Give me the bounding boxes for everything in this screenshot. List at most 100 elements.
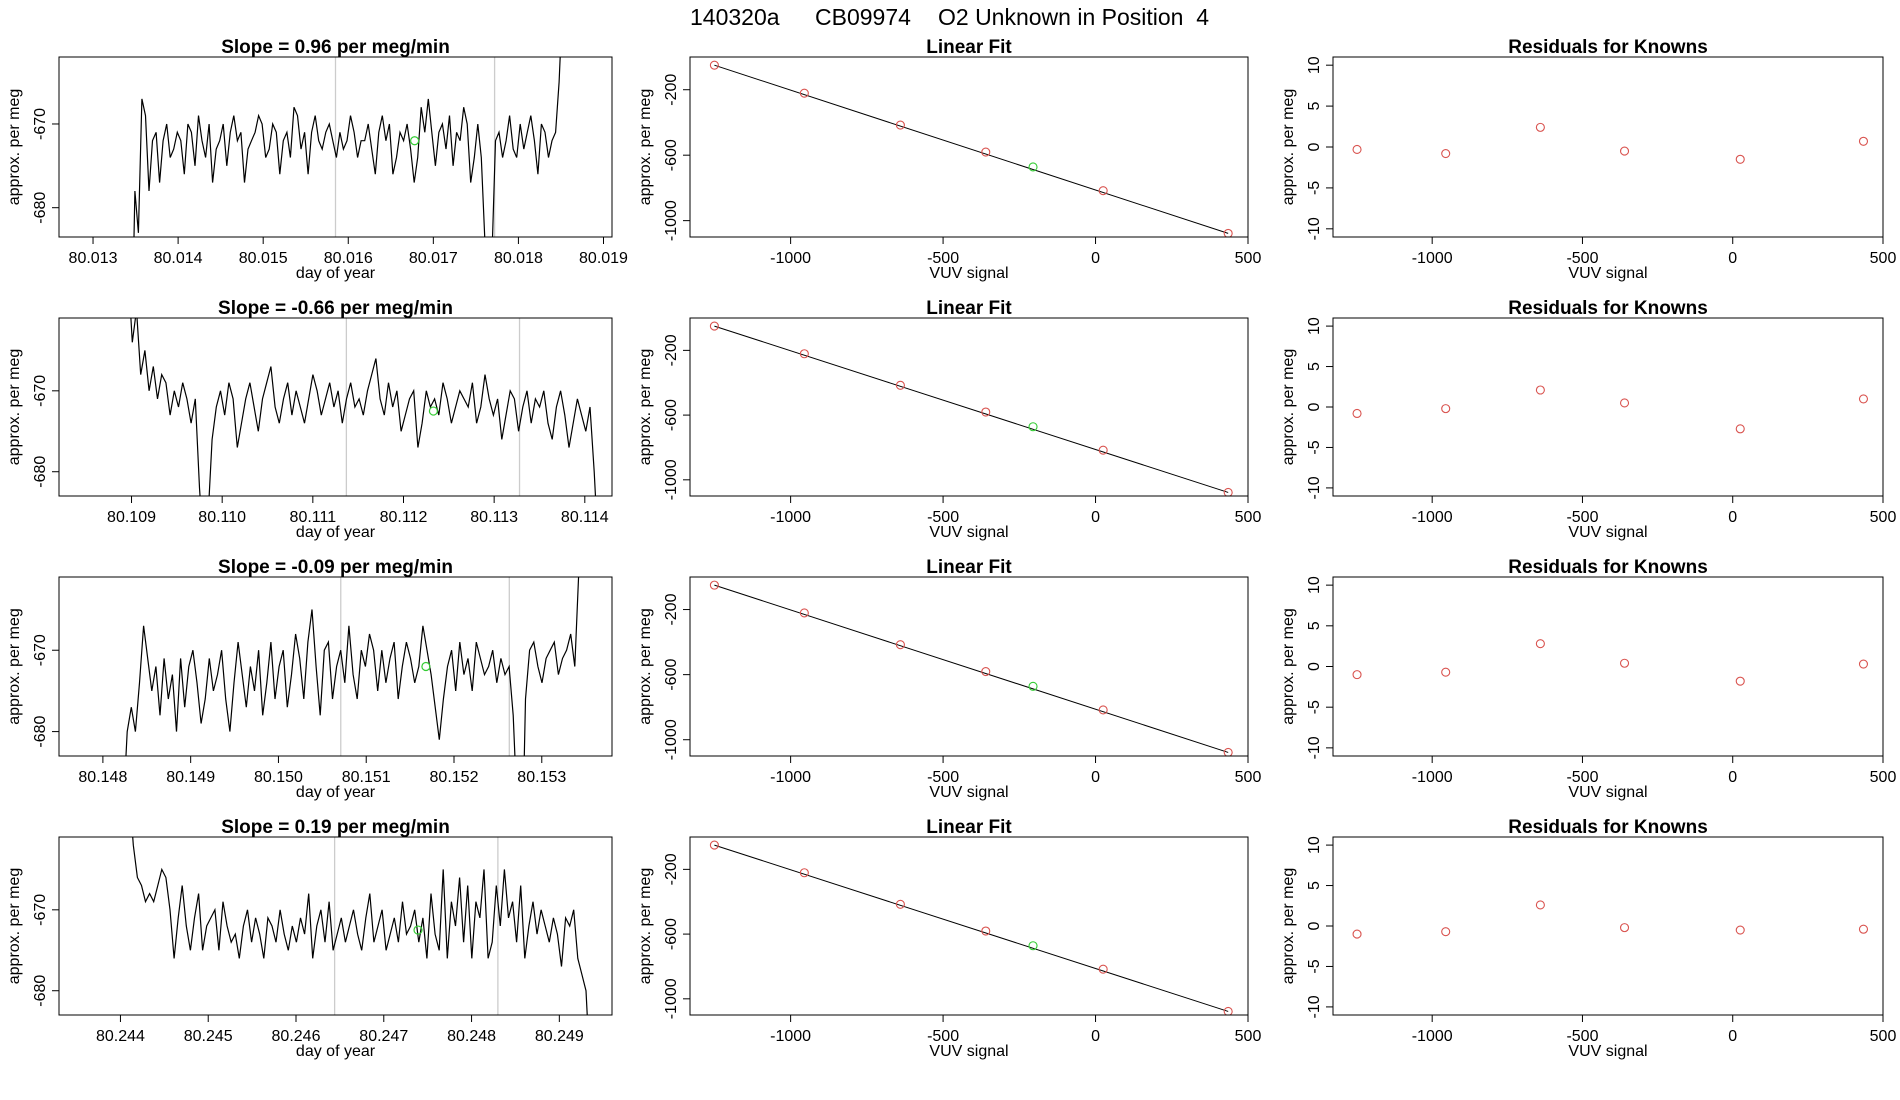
chart-title: Residuals for Knowns [1508, 557, 1708, 578]
plot-area [709, 840, 1233, 1015]
x-tick-label: 80.148 [78, 769, 127, 786]
known-point [1223, 1006, 1233, 1015]
plot-area [125, 577, 580, 756]
x-tick-label: -500 [1566, 769, 1598, 786]
known-point [1441, 927, 1451, 937]
unknown-point [1028, 681, 1038, 691]
known-point [1535, 900, 1545, 910]
plot-frame [689, 576, 1249, 757]
x-tick-label: 80.152 [430, 769, 479, 786]
title-label: O2 Unknown in Position 4 [938, 4, 1209, 30]
series-line-trace [125, 577, 580, 756]
x-tick-label: 500 [1235, 509, 1262, 526]
y-tick-label: -600 [663, 139, 680, 171]
known-point [1352, 144, 1362, 155]
plot-frame [1332, 576, 1884, 757]
plot-area [709, 321, 1233, 496]
y-tick-label: -600 [663, 918, 680, 950]
plot-area [709, 580, 1233, 756]
x-tick-label: -1000 [770, 509, 811, 526]
y-tick-label: 10 [1306, 836, 1323, 854]
y-tick-label: -670 [32, 894, 49, 926]
chart-panel-3-1: Linear Fit -1000 -500 0 500 -200 -600 -1000 VUV … [637, 817, 1261, 1060]
y-tick-label: 10 [1306, 317, 1323, 335]
y-axis-label: approx. per meg [637, 349, 654, 466]
x-tick-label: 0 [1091, 509, 1100, 526]
known-point [1535, 639, 1545, 649]
known-point [1619, 658, 1630, 668]
chart-title: Linear Fit [926, 298, 1012, 319]
series-line-trace [130, 318, 597, 496]
x-axis-label: VUV signal [929, 1043, 1008, 1060]
x-tick-label: 500 [1870, 1028, 1897, 1045]
x-tick-label: 80.111 [290, 509, 337, 526]
known-point [1441, 404, 1451, 414]
known-point [981, 666, 991, 677]
x-axis-label: day of year [296, 1043, 376, 1060]
known-point [1858, 136, 1869, 146]
fit-line [714, 64, 1229, 234]
x-axis-label: VUV signal [1568, 784, 1647, 801]
x-tick-label: -1000 [770, 1028, 811, 1045]
x-tick-label: 0 [1728, 250, 1737, 267]
x-tick-label: -500 [927, 769, 959, 786]
plot-area [130, 318, 597, 496]
x-tick-label: 80.153 [517, 769, 566, 786]
x-tick-label: 80.019 [579, 250, 628, 267]
x-tick-label: 0 [1091, 250, 1100, 267]
known-point [1619, 923, 1630, 933]
known-point [1735, 925, 1745, 935]
chart-title: Slope = 0.96 per meg/min [221, 37, 450, 58]
chart-title: Linear Fit [926, 817, 1012, 838]
plot-frame [58, 576, 613, 757]
x-axis-label: day of year [296, 265, 376, 282]
x-tick-label: 80.015 [239, 250, 288, 267]
y-tick-label: 0 [1306, 662, 1323, 671]
chart-panel-1-1: Linear Fit -1000 -500 0 500 -200 -600 -1000 VUV … [637, 298, 1261, 541]
known-point [1858, 659, 1869, 669]
plot-area [1352, 122, 1869, 164]
chart-panel-2-1: Linear Fit -1000 -500 0 500 -200 -600 -1000 VUV … [637, 557, 1261, 801]
known-point [709, 60, 719, 70]
y-axis-label: approx. per meg [1280, 868, 1297, 985]
x-tick-label: 80.113 [470, 509, 518, 526]
unknown-point [413, 925, 423, 935]
known-point [895, 640, 905, 650]
series-line-trace [132, 837, 588, 1015]
y-axis-label: approx. per meg [637, 89, 654, 206]
chart-title: Residuals for Knowns [1508, 817, 1708, 838]
known-point [709, 321, 719, 331]
x-tick-label: -500 [927, 509, 959, 526]
x-tick-label: -500 [927, 1028, 959, 1045]
chart-title: Slope = 0.19 per meg/min [221, 817, 450, 838]
x-tick-label: 80.150 [254, 769, 303, 786]
plot-frame [1332, 317, 1884, 497]
known-point [981, 407, 991, 417]
y-tick-label: -1000 [663, 719, 680, 760]
x-tick-label: 500 [1235, 1028, 1262, 1045]
known-point [1535, 122, 1545, 132]
known-point [1352, 670, 1362, 680]
known-point [709, 580, 719, 590]
plot-frame [58, 317, 613, 497]
plot-area [133, 57, 561, 237]
chart-panel-1-2: Residuals for Knowns -1000 -500 0 500 10 5 0 -5 -… [1280, 298, 1896, 541]
y-axis-label: approx. per meg [637, 868, 654, 985]
known-point [1619, 146, 1630, 156]
x-tick-label: 80.112 [380, 509, 428, 526]
known-point [1352, 408, 1362, 419]
plot-frame [58, 56, 613, 238]
x-axis-label: day of year [296, 784, 376, 801]
x-tick-label: 80.018 [494, 250, 543, 267]
y-tick-label: 5 [1306, 362, 1323, 371]
known-point [1858, 394, 1869, 404]
known-point [1441, 148, 1451, 159]
chart-panel-0-2: Residuals for Knowns -1000 -500 0 500 10 5 0 -5 -… [1280, 37, 1896, 282]
chart-panel-2-0: Slope = -0.09 per meg/min 80.148 80.149 80.… [6, 557, 613, 801]
y-tick-label: -10 [1306, 736, 1323, 759]
y-tick-label: 5 [1306, 881, 1323, 890]
chart-panel-0-0: Slope = 0.96 per meg/min 80.013 80.014 80.0… [6, 37, 628, 282]
chart-panel-1-0: Slope = -0.66 per meg/min 80.109 80.110 80.… [6, 298, 613, 541]
plot-area [709, 60, 1233, 237]
y-tick-label: -1000 [663, 200, 680, 241]
